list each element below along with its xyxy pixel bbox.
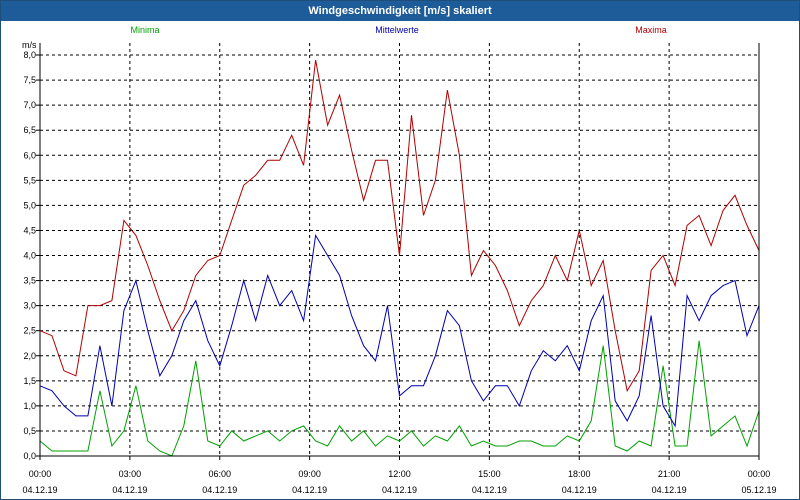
y-tick-label: 3,5 (23, 276, 36, 286)
y-tick-label: 0,0 (23, 451, 36, 461)
x-tick-time-label: 12:00 (388, 469, 411, 479)
x-tick-date-label: 04.12.19 (652, 485, 687, 495)
y-tick-label: 0,5 (23, 426, 36, 436)
y-tick-label: 4,5 (23, 225, 36, 235)
y-tick-label: 5,0 (23, 200, 36, 210)
x-tick-date-label: 04.12.19 (472, 485, 507, 495)
x-tick-time-label: 15:00 (478, 469, 501, 479)
x-tick-date-label: 04.12.19 (112, 485, 147, 495)
series-line-minima (39, 340, 760, 457)
x-tick-time-label: 18:00 (568, 469, 591, 479)
axes: 0,0 0,5 1,0 1,5 2,0 2,5 3,0 3,5 4,0 4,5 5,0 5,5 6,0 6… (22, 43, 777, 495)
series-line-maxima (39, 59, 760, 393)
series-line-mittelwerte (39, 233, 760, 428)
x-tick-time-label: 21:00 (658, 469, 681, 479)
x-tick-time-label: 00:00 (748, 469, 771, 479)
x-tick-date-label: 04.12.19 (562, 485, 597, 495)
x-tick-time-label: 09:00 (298, 469, 321, 479)
x-tick-date-label: 04.12.19 (292, 485, 327, 495)
y-tick-label: 1,0 (23, 401, 36, 411)
x-tick-date-label: 04.12.19 (202, 485, 237, 495)
x-tick-date-label: 04.12.19 (382, 485, 417, 495)
legend-maxima: Maxima (635, 25, 667, 35)
y-tick-label: 7,5 (23, 75, 36, 85)
y-tick-label: 3,0 (23, 301, 36, 311)
x-tick-time-label: 03:00 (119, 469, 142, 479)
y-axis-unit-label: m/s (22, 40, 37, 50)
chart-title: Windgeschwindigkeit [m/s] skaliert (1, 1, 799, 21)
y-tick-label: 8,0 (23, 50, 36, 60)
x-tick-date-label: 04.12.19 (22, 485, 57, 495)
y-tick-label: 2,5 (23, 326, 36, 336)
x-tick-time-label: 00:00 (29, 469, 52, 479)
y-tick-label: 4,0 (23, 251, 36, 261)
legend-mittelwerte: Mittelwerte (375, 25, 419, 35)
y-tick-label: 5,5 (23, 175, 36, 185)
legend-minima: Minima (130, 25, 159, 35)
y-tick-label: 6,5 (23, 125, 36, 135)
y-tick-label: 2,0 (23, 351, 36, 361)
y-tick-label: 1,5 (23, 376, 36, 386)
x-tick-date-label: 05.12.19 (741, 485, 776, 495)
x-tick-time-label: 06:00 (208, 469, 231, 479)
y-tick-label: 7,0 (23, 100, 36, 110)
series-layer (39, 59, 760, 457)
y-tick-label: 6,0 (23, 150, 36, 160)
